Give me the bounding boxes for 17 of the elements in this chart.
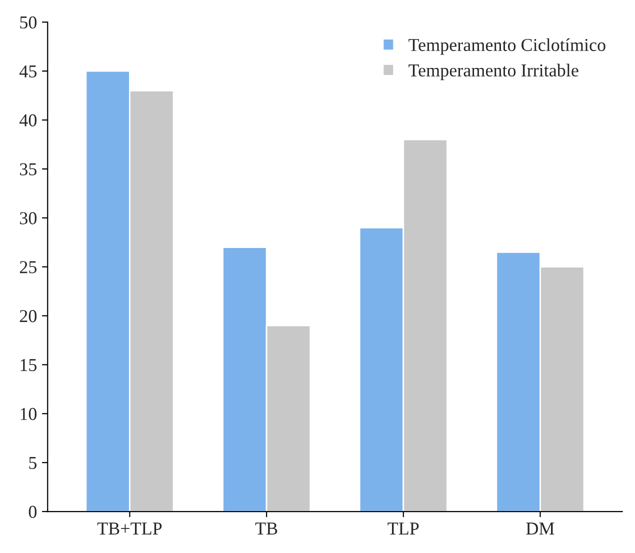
legend-label: Temperamento Irritable — [408, 64, 578, 80]
y-tick-label: 30 — [20, 212, 37, 224]
y-tick-label: 5 — [29, 457, 37, 470]
y-tick-label: 45 — [20, 65, 37, 78]
x-tick-label: TLP — [388, 522, 419, 534]
y-tick-label: 50 — [20, 16, 37, 29]
x-tick-label: TB+TLP — [97, 522, 162, 535]
y-tick-label: 35 — [20, 163, 37, 176]
y-tick-label: 25 — [20, 261, 37, 274]
x-tick-label: TB — [255, 522, 278, 535]
y-tick-label: 15 — [20, 359, 37, 372]
y-tick-label: 0 — [28, 506, 37, 518]
legend-label: Temperamento Ciclotímico — [408, 38, 606, 55]
x-tick-label: DM — [526, 522, 554, 535]
y-tick-label: 10 — [20, 408, 37, 420]
y-tick-label: 20 — [20, 310, 37, 322]
y-tick-label: 40 — [20, 114, 37, 126]
